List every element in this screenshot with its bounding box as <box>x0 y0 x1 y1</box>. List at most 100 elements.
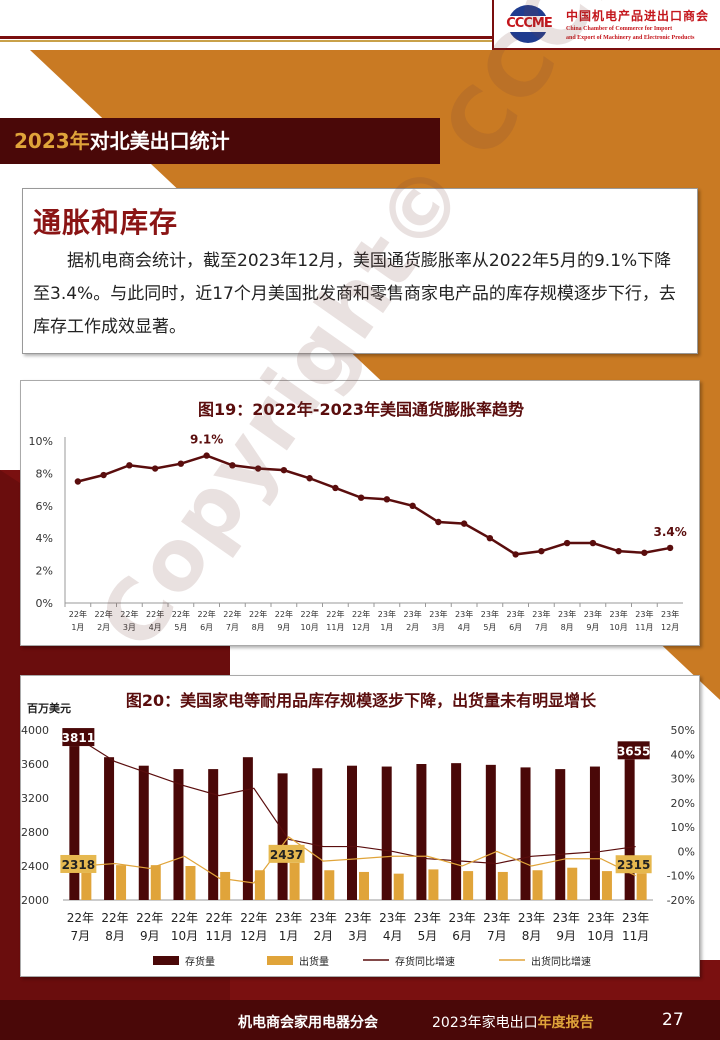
data-label: 3.4% <box>653 525 686 539</box>
y2-tick-label: 50% <box>671 724 695 737</box>
x-tick-label-month: 5月 <box>174 623 187 632</box>
x-tick-label-year: 23年 <box>507 609 525 619</box>
x-tick-label-year: 22年 <box>171 911 198 925</box>
inflation-point <box>254 465 262 472</box>
data-label-box <box>268 844 305 863</box>
x-tick-label-year: 22年 <box>67 911 94 925</box>
data-label-box <box>617 741 650 760</box>
inventory-bar <box>208 769 219 900</box>
inventory-growth-line <box>80 739 636 865</box>
x-tick-label-month: 11月 <box>622 929 649 943</box>
x-tick-label-month: 7月 <box>71 929 91 943</box>
legend-label: 存货同比增速 <box>395 955 455 968</box>
header-rule-gold <box>0 40 492 42</box>
data-label-box <box>60 854 97 873</box>
x-tick-label-month: 1月 <box>279 929 299 943</box>
y-axis-unit-label: 百万美元 <box>27 701 71 715</box>
x-tick-label-month: 8月 <box>522 929 542 943</box>
x-tick-label-month: 3月 <box>348 929 368 943</box>
x-tick-label-month: 7月 <box>487 929 507 943</box>
footer-report-b: 年度报告 <box>537 1015 594 1031</box>
inflation-point <box>280 466 288 474</box>
x-tick-label-year: 22年 <box>95 609 113 619</box>
footer-org: 机电商会家用电器分会 <box>238 1015 378 1031</box>
x-tick-label-year: 23年 <box>404 609 422 619</box>
x-tick-label-month: 6月 <box>509 623 522 632</box>
legend-swatch <box>267 956 293 965</box>
x-tick-label-year: 23年 <box>610 609 628 619</box>
shipment-bar <box>254 870 265 900</box>
x-tick-label-month: 9月 <box>556 929 576 943</box>
inventory-bar <box>173 769 184 900</box>
x-tick-label-year: 23年 <box>310 911 337 925</box>
x-tick-label-month: 7月 <box>226 623 239 632</box>
footer-report-a: 2023年家电出口 <box>432 1015 538 1031</box>
inventory-bar <box>69 746 80 900</box>
x-tick-label-year: 23年 <box>448 911 475 925</box>
x-tick-label-month: 6月 <box>452 929 472 943</box>
inventory-bar <box>416 764 427 900</box>
inflation-point <box>177 460 185 467</box>
x-tick-label-year: 22年 <box>101 911 128 925</box>
y-tick-label: 8% <box>36 467 53 480</box>
shipment-bar <box>601 871 612 900</box>
section-title-year: 2023年 <box>14 129 90 153</box>
y-tick-label: 2400 <box>21 860 49 873</box>
x-tick-label-year: 23年 <box>553 911 580 925</box>
x-tick-label-month: 8月 <box>252 623 265 632</box>
shipment-bar <box>428 869 439 900</box>
x-tick-label-month: 8月 <box>105 929 125 943</box>
inflation-chart: 图19：2022年-2023年美国通货膨胀率趋势 0% 2% 4% 6% 8% 10% 22年… <box>29 400 687 632</box>
inflation-point <box>229 462 236 469</box>
inflation-point <box>357 494 365 501</box>
inflation-point <box>435 518 442 526</box>
y-tick-label: 3200 <box>21 792 49 805</box>
legend-label: 存货量 <box>185 955 215 968</box>
shipment-bar <box>289 862 300 900</box>
x-tick-label-year: 23年 <box>429 609 447 619</box>
y2-tick-label: 0% <box>678 845 695 858</box>
shipment-bar <box>497 871 508 900</box>
data-label: 3655 <box>617 744 650 758</box>
x-tick-label-month: 10月 <box>171 929 198 943</box>
x-tick-label-month: 8月 <box>561 623 574 632</box>
x-tick-label-year: 23年 <box>622 911 649 925</box>
shipment-bar <box>220 871 231 900</box>
y2-tick-label: 30% <box>671 773 695 786</box>
org-name-en-1: China Chamber of Commerce for Import <box>566 25 673 32</box>
shipment-bar <box>116 865 127 900</box>
inflation-point <box>74 478 82 485</box>
x-tick-label-month: 12月 <box>661 623 679 632</box>
x-tick-label-month: 10月 <box>587 929 614 943</box>
x-tick-label-month: 3月 <box>432 623 445 632</box>
inventory-bar <box>451 763 462 900</box>
x-tick-label-month: 11月 <box>635 623 653 632</box>
x-tick-label-year: 22年 <box>326 609 344 619</box>
x-tick-label-year: 22年 <box>206 911 233 925</box>
shipment-bar <box>636 873 647 900</box>
inventory-bar <box>555 769 566 900</box>
x-tick-label-year: 23年 <box>275 911 302 925</box>
inventory-bar <box>277 773 288 900</box>
data-label: 2437 <box>270 848 303 862</box>
shipment-bar <box>532 870 543 900</box>
x-tick-label-year: 23年 <box>532 609 550 619</box>
x-tick-label-month: 1月 <box>380 623 393 632</box>
x-tick-label-year: 22年 <box>240 911 267 925</box>
data-label-box <box>62 728 95 747</box>
inflation-point <box>486 535 494 542</box>
inflation-point <box>589 539 597 547</box>
header-rule <box>0 36 492 39</box>
x-tick-label-year: 22年 <box>136 911 163 925</box>
inflation-point <box>512 551 519 558</box>
y-tick-label: 3600 <box>21 758 49 771</box>
x-tick-label-month: 11月 <box>206 929 233 943</box>
legend-label: 出货同比增速 <box>531 955 591 968</box>
inflation-series-line <box>77 454 671 556</box>
x-tick-label-month: 12月 <box>240 929 267 943</box>
x-tick-label-month: 7月 <box>535 623 548 632</box>
x-tick-label-month: 10月 <box>301 623 319 632</box>
legend-label: 出货量 <box>299 955 329 968</box>
shipment-bar <box>567 867 578 900</box>
data-label: 2318 <box>62 858 95 872</box>
